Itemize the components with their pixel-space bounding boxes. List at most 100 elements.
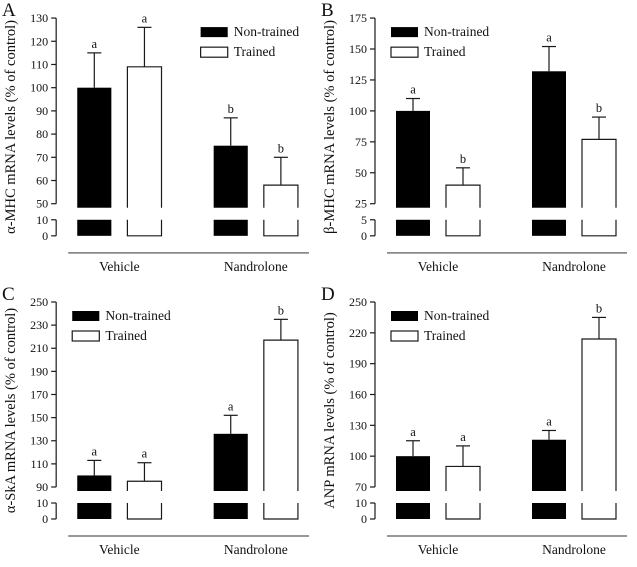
y-tick-label: 25 (355, 197, 367, 211)
y-tick-label: 130 (30, 11, 48, 25)
y-tick-label: 125 (349, 73, 367, 87)
category-label: Vehicle (418, 259, 458, 274)
y-tick-label: 210 (30, 341, 48, 355)
significance-letter: a (142, 11, 148, 25)
category-label: Nandrolone (224, 542, 288, 557)
y-tick-label: 50 (355, 166, 367, 180)
panel-letter: B (321, 0, 334, 21)
significance-letter: b (596, 101, 602, 115)
legend-label-trained: Trained (424, 328, 466, 343)
y-tick-label: 150 (349, 42, 367, 56)
y-tick-label: 250 (349, 295, 367, 309)
legend-swatch-trained (200, 46, 229, 58)
bar-non-trained-vehicle-upper (396, 110, 430, 208)
bar-non-trained-nandrolone-upper (213, 433, 248, 491)
legend-swatch-non-trained (391, 311, 418, 321)
significance-letter: b (596, 301, 602, 315)
bar-trained-nandrolone-upper (263, 184, 299, 208)
y-tick-label: 160 (349, 388, 367, 402)
bar-trained-vehicle-lower (445, 503, 481, 520)
legend-label-non-trained: Non-trained (234, 24, 300, 39)
significance-letter: b (278, 141, 284, 155)
bar-trained-vehicle-upper (126, 480, 163, 491)
bar-trained-vehicle-upper (445, 184, 481, 208)
y-tick-label: 75 (355, 135, 367, 149)
y-tick-label: 70 (36, 150, 48, 164)
bar-trained-vehicle-lower (126, 219, 163, 237)
y-tick-label: 220 (349, 326, 367, 340)
bar-non-trained-vehicle-upper (77, 475, 112, 491)
significance-letter: a (546, 414, 552, 428)
y-tick-label: 100 (30, 81, 48, 95)
category-label: Nandrolone (224, 259, 288, 274)
significance-letter: a (92, 37, 98, 51)
y-tick-label: 230 (30, 318, 48, 332)
panel-A-chart: Aα-MHC mRNA levels (% of control) 50 60 70 8… (2, 0, 309, 274)
y-tick-label: 150 (30, 411, 48, 425)
legend-swatch-trained (390, 330, 419, 342)
bar-non-trained-nandrolone-lower (213, 219, 248, 236)
y-tick-label: 100 (349, 449, 367, 463)
y-tick-label: 90 (36, 480, 48, 494)
significance-letter: a (546, 30, 552, 44)
legend-swatch-non-trained (72, 311, 100, 321)
y-tick-label: 250 (30, 295, 48, 309)
y-tick-label: 60 (36, 174, 48, 188)
legend-swatch-trained (71, 330, 100, 342)
category-label: Vehicle (99, 542, 140, 557)
category-label: Nandrolone (542, 542, 606, 557)
legend-label-trained: Trained (105, 328, 147, 343)
bar-trained-vehicle-upper (445, 465, 481, 491)
bar-trained-vehicle-lower (445, 219, 481, 237)
bar-non-trained-vehicle-upper (396, 456, 430, 491)
significance-letter: b (278, 303, 284, 317)
significance-letter: a (92, 444, 98, 458)
bar-non-trained-vehicle-lower (396, 503, 430, 519)
panel-letter: D (321, 284, 335, 305)
bar-trained-nandrolone-upper (581, 338, 617, 491)
bar-non-trained-nandrolone-upper (213, 145, 248, 208)
category-label: Vehicle (99, 259, 140, 274)
panel-B-chart: Bβ-MHC mRNA levels (% of control) 25 50 75 1… (321, 0, 627, 274)
bar-non-trained-nandrolone-lower (532, 503, 566, 519)
y-axis-label: β-MHC mRNA levels (% of control) (322, 20, 338, 234)
legend-swatch-non-trained (200, 27, 228, 38)
legend-swatch-non-trained (391, 27, 418, 38)
bar-non-trained-vehicle-lower (396, 219, 430, 236)
bar-non-trained-vehicle-upper (77, 87, 112, 208)
y-tick-label: 120 (30, 34, 48, 48)
legend-label-non-trained: Non-trained (105, 308, 171, 323)
significance-letter: a (460, 430, 466, 444)
y-tick-label: 170 (30, 388, 48, 402)
significance-letter: a (228, 399, 234, 413)
panel-letter: C (2, 284, 15, 305)
bar-non-trained-nandrolone-lower (532, 219, 566, 236)
significance-letter: a (410, 425, 416, 439)
bar-non-trained-nandrolone-upper (532, 439, 566, 491)
bar-trained-nandrolone-lower (263, 503, 299, 520)
y-tick-label: 10 (36, 213, 48, 227)
legend-swatch-trained (390, 46, 419, 58)
legend-label-non-trained: Non-trained (424, 308, 489, 323)
y-tick-label: 190 (30, 364, 48, 378)
y-tick-label: 90 (36, 104, 48, 118)
y-tick-label: 70 (355, 480, 367, 494)
y-tick-label: 0 (42, 512, 48, 526)
y-tick-label: 100 (349, 104, 367, 118)
y-tick-label: 0 (42, 229, 48, 243)
bar-trained-vehicle-lower (126, 503, 163, 520)
y-tick-label: 10 (36, 496, 48, 510)
legend-label-trained: Trained (424, 44, 466, 59)
y-tick-label: 50 (36, 197, 48, 211)
bar-trained-nandrolone-lower (263, 219, 299, 237)
panel-C-chart: Cα-SkA mRNA levels (% of control) 90 110 13… (2, 284, 309, 557)
bar-non-trained-vehicle-lower (77, 503, 112, 519)
y-tick-label: 80 (36, 127, 48, 141)
significance-letter: a (410, 82, 416, 96)
y-tick-label: 110 (31, 57, 49, 71)
y-tick-label: 0 (361, 512, 367, 526)
bar-trained-nandrolone-lower (581, 219, 617, 237)
significance-letter: b (228, 102, 234, 116)
